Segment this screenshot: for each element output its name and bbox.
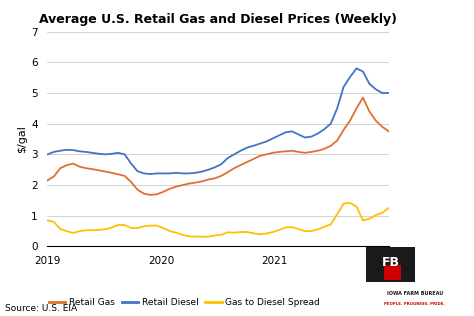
Title: Average U.S. Retail Gas and Diesel Prices (Weekly): Average U.S. Retail Gas and Diesel Price…	[39, 13, 397, 26]
FancyBboxPatch shape	[366, 247, 415, 282]
Legend: Retail Gas, Retail Diesel, Gas to Diesel Spread: Retail Gas, Retail Diesel, Gas to Diesel…	[45, 295, 324, 311]
FancyBboxPatch shape	[384, 265, 401, 280]
Text: PEOPLE. PROGRESS. PRIDE.: PEOPLE. PROGRESS. PRIDE.	[384, 302, 445, 307]
Y-axis label: $/gal: $/gal	[17, 125, 27, 153]
Text: Source: U.S. EIA: Source: U.S. EIA	[5, 304, 77, 313]
Text: FB: FB	[382, 256, 400, 269]
Text: IOWA FARM BUREAU: IOWA FARM BUREAU	[387, 291, 443, 296]
